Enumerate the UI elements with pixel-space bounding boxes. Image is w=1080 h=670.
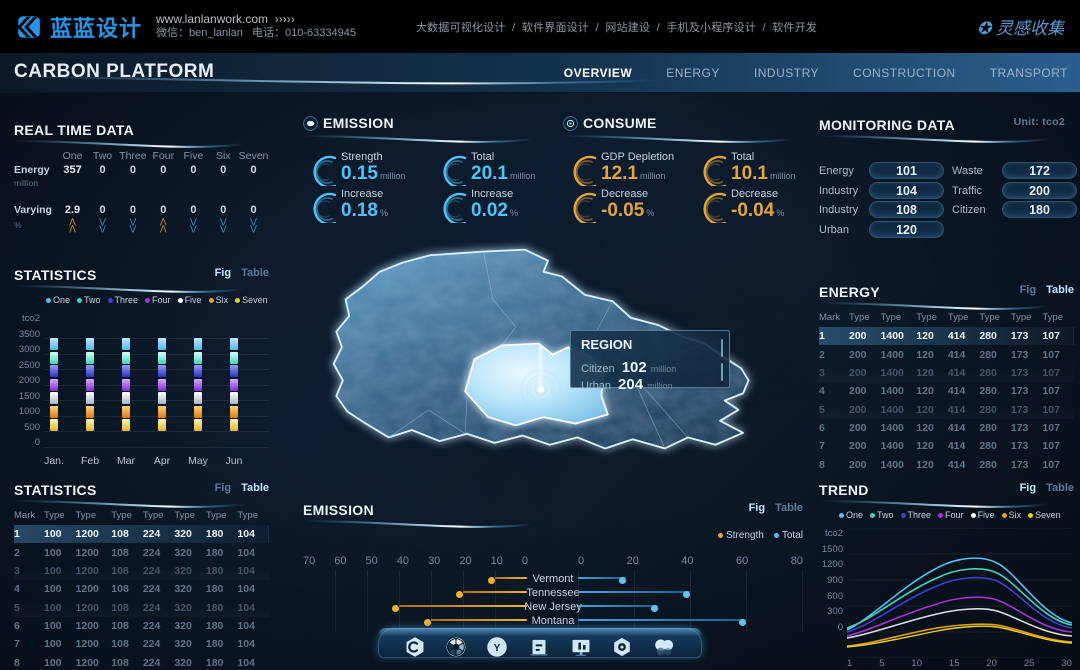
svg-text:Y: Y xyxy=(494,643,501,654)
